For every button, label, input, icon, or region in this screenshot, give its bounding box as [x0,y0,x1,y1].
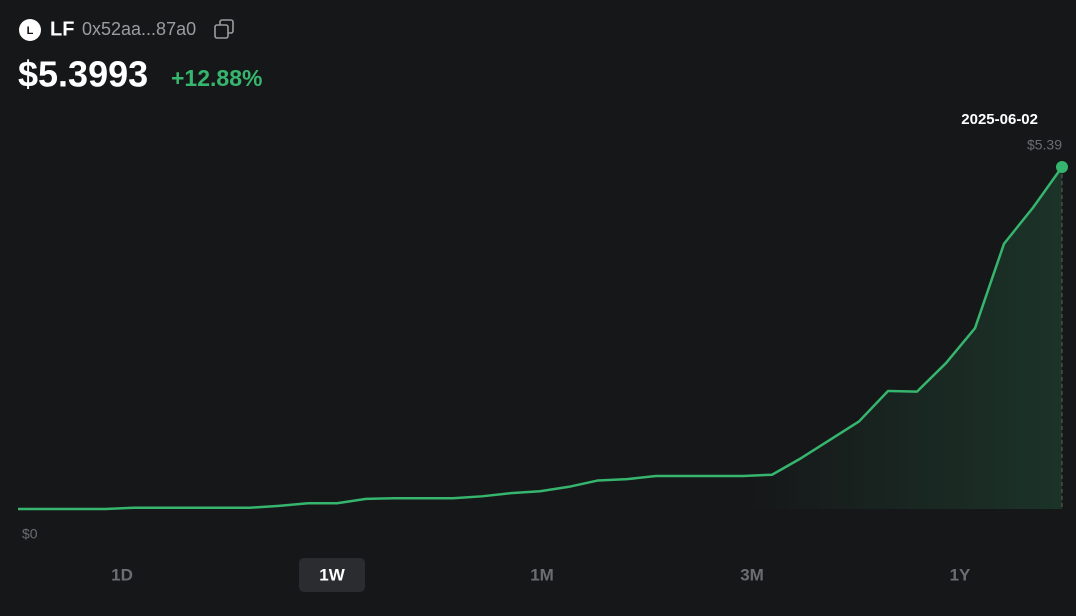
y-tick-label: $0 [22,526,38,542]
range-button[interactable]: 1W [319,565,345,584]
range-selected-bg [299,558,365,592]
range-button[interactable]: 1M [530,565,554,584]
price-line [18,166,1064,511]
token-icon [19,19,41,41]
hover-value: $5.39 [1027,137,1062,153]
price-area [18,167,1062,509]
price: $5.3993 [18,54,148,95]
price-change: +12.88% [171,65,262,91]
hover-dot [1056,161,1068,173]
range-button[interactable]: 1D [111,565,133,584]
hover-date: 2025-06-02 [961,111,1038,128]
copy-button[interactable] [214,19,234,39]
token-icon-letter: L [27,25,34,37]
range-button[interactable]: 1Y [950,565,971,584]
token-symbol: LF [50,18,74,40]
token-address: 0x52aa...87a0 [82,19,196,39]
range-button[interactable]: 3M [740,565,764,584]
